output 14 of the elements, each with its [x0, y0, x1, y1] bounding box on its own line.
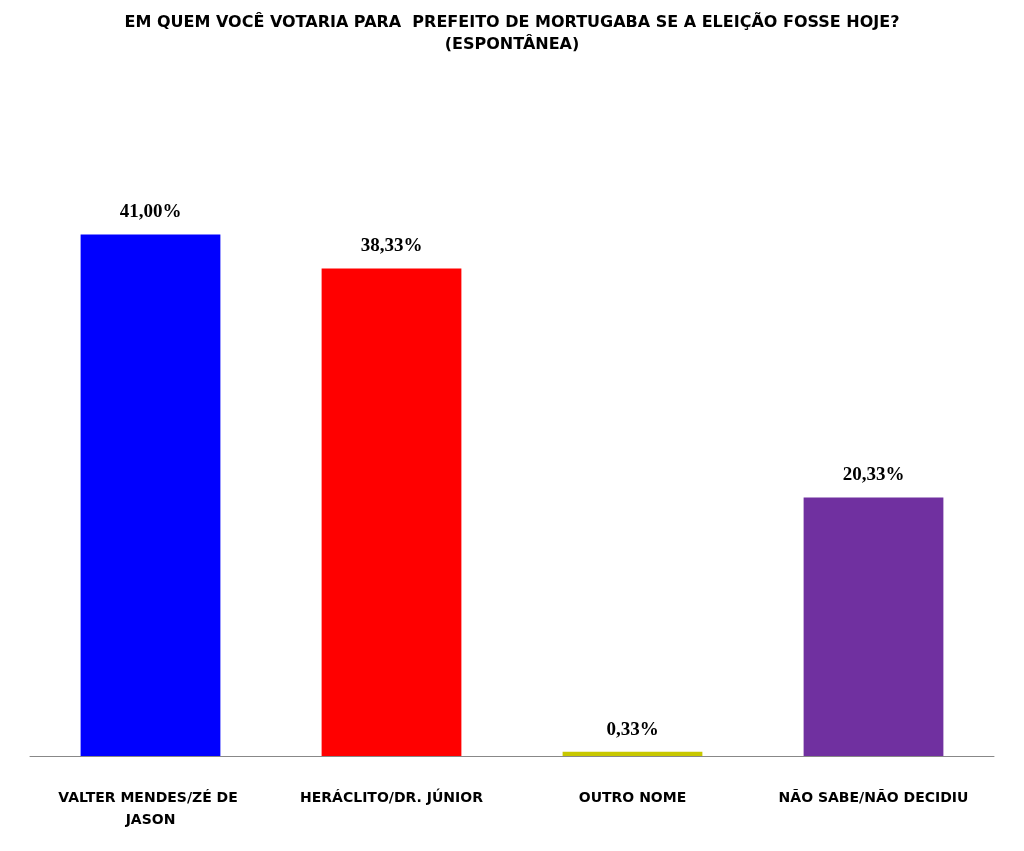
x-tick-label: HERÁCLITO/DR. JÚNIOR: [300, 788, 484, 805]
data-label: 0,33%: [606, 717, 659, 739]
x-tick-label: VALTER MENDES/ZÉ DE JASON: [58, 789, 243, 827]
chart-subtitle: (ESPONTÂNEA): [444, 33, 580, 53]
chart-title: EM QUEM VOCÊ VOTARIA PARA PREFEITO DE MORTUGABA SE A ELEIÇÃO FOSSE HOJE?: [124, 11, 900, 31]
x-tick-label: NÃO SABE/NÃO DECIDIU: [778, 789, 969, 805]
bar: [321, 268, 462, 756]
x-tick-label: OUTRO NOME: [578, 789, 687, 805]
bar: [803, 497, 944, 756]
bar: [562, 751, 703, 756]
bar: [80, 234, 221, 756]
data-label: 41,00%: [119, 200, 182, 222]
data-label: 20,33%: [842, 463, 905, 485]
data-label: 38,33%: [360, 234, 423, 256]
